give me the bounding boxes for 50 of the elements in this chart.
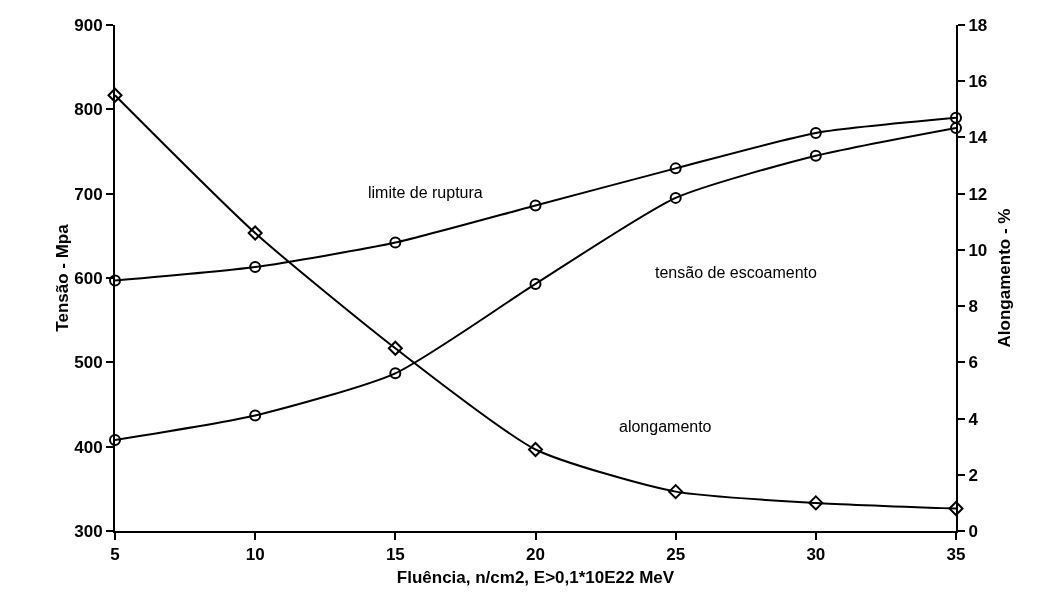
point <box>809 149 822 162</box>
point <box>669 162 682 175</box>
y2-tick-label: 8 <box>968 297 978 317</box>
point <box>249 261 262 274</box>
point <box>109 274 121 287</box>
point <box>387 340 403 356</box>
y2-tick-label: 0 <box>968 521 978 541</box>
y2-axis-title: Alongamento - % <box>994 208 1014 348</box>
point <box>528 441 543 457</box>
point <box>948 501 964 517</box>
point <box>950 111 962 124</box>
point <box>109 433 121 446</box>
y-axis-title: Tensão - Mpa <box>53 223 73 332</box>
y2-tick-label: 14 <box>968 128 988 148</box>
point <box>529 199 542 212</box>
x-tick-label: 35 <box>946 545 966 565</box>
x-tick-label: 30 <box>806 545 826 565</box>
text: alongamento <box>619 418 712 435</box>
y-tick-label: 900 <box>74 15 103 35</box>
x-tick-label: 25 <box>666 545 686 565</box>
y2-tick-label: 6 <box>968 353 978 373</box>
y-tick-label: 600 <box>74 268 103 288</box>
point <box>249 409 262 422</box>
y2-tick-label: 16 <box>968 72 988 92</box>
point <box>809 126 822 139</box>
y-tick-label: 700 <box>74 184 103 204</box>
point <box>107 87 123 103</box>
point <box>529 277 542 290</box>
y2-tick-label: 2 <box>968 465 978 485</box>
point <box>668 484 684 500</box>
y-tick-label: 500 <box>74 353 103 373</box>
point <box>669 191 682 204</box>
y-tick-label: 800 <box>74 100 103 120</box>
text: tensão de escoamento <box>655 264 817 281</box>
point <box>808 495 824 511</box>
series-label: limite de ruptura <box>368 184 483 201</box>
x-axis-title: Fluência, n/cm2, E>0,1*10E22 MeV <box>396 568 675 588</box>
y-tick-label: 400 <box>74 437 103 457</box>
y2-tick-label: 18 <box>968 15 988 35</box>
x-tick-label: 10 <box>245 545 265 565</box>
y2-tick-label: 12 <box>968 184 988 204</box>
y2-tick-label: 4 <box>968 409 979 429</box>
y2-tick-label: 10 <box>968 240 988 260</box>
y-tick-label: 300 <box>74 521 103 541</box>
point <box>389 236 402 249</box>
point <box>389 367 402 380</box>
point <box>247 225 263 241</box>
x-tick-label: 5 <box>110 545 120 565</box>
x-tick-label: 15 <box>385 545 405 565</box>
x-tick-label: 20 <box>526 545 545 565</box>
